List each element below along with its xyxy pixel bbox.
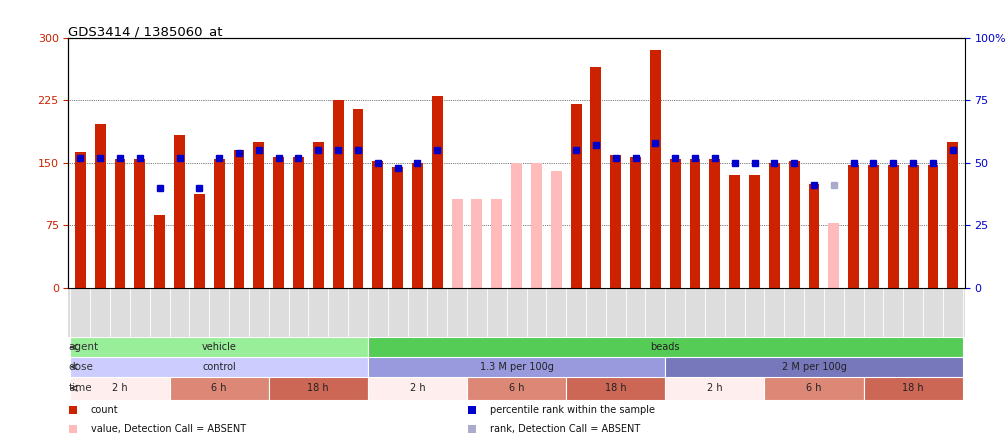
Text: 18 h: 18 h <box>902 383 924 393</box>
Bar <box>749 175 760 288</box>
Bar <box>729 175 740 288</box>
Bar <box>809 184 820 288</box>
Bar <box>769 163 779 288</box>
Bar <box>666 377 764 400</box>
Bar <box>368 337 963 357</box>
Bar <box>566 377 666 400</box>
Bar <box>75 152 86 288</box>
Bar <box>666 357 963 377</box>
Text: beads: beads <box>651 342 680 352</box>
Bar <box>373 161 384 288</box>
Bar <box>888 165 899 288</box>
Text: GDS3414 / 1385060_at: GDS3414 / 1385060_at <box>68 25 223 38</box>
Bar <box>467 377 566 400</box>
Bar <box>571 104 581 288</box>
Text: 2 h: 2 h <box>707 383 723 393</box>
Bar <box>134 159 145 288</box>
Bar <box>332 100 343 288</box>
Bar <box>764 377 864 400</box>
Text: vehicle: vehicle <box>201 342 237 352</box>
Bar <box>551 171 562 288</box>
Text: 6 h: 6 h <box>509 383 525 393</box>
Bar <box>471 199 482 288</box>
Bar <box>169 377 269 400</box>
Bar <box>848 165 859 288</box>
Bar <box>590 67 601 288</box>
Text: 18 h: 18 h <box>605 383 626 393</box>
Bar <box>531 163 542 288</box>
Bar <box>788 161 800 288</box>
Bar <box>174 135 185 288</box>
Text: 1.3 M per 100g: 1.3 M per 100g <box>479 362 554 372</box>
Bar <box>194 194 204 288</box>
Bar <box>273 157 284 288</box>
Bar <box>269 377 368 400</box>
Text: 2 M per 100g: 2 M per 100g <box>781 362 847 372</box>
Bar <box>293 157 304 288</box>
Text: value, Detection Call = ABSENT: value, Detection Call = ABSENT <box>91 424 246 434</box>
Bar <box>868 165 879 288</box>
Text: 2 h: 2 h <box>112 383 128 393</box>
Bar <box>670 159 681 288</box>
Bar <box>392 167 403 288</box>
Bar <box>829 223 839 288</box>
Bar <box>70 377 169 400</box>
Bar <box>368 357 666 377</box>
Bar <box>313 142 324 288</box>
Bar <box>610 155 621 288</box>
Bar <box>368 377 467 400</box>
Bar <box>70 337 368 357</box>
Bar <box>927 165 939 288</box>
Bar <box>254 142 264 288</box>
Bar <box>154 214 165 288</box>
Bar <box>948 142 959 288</box>
Bar <box>491 199 502 288</box>
Bar <box>630 157 641 288</box>
Text: control: control <box>202 362 236 372</box>
Bar <box>412 163 423 288</box>
Bar <box>452 199 462 288</box>
Bar <box>864 377 963 400</box>
Text: dose: dose <box>68 362 94 372</box>
Text: 2 h: 2 h <box>410 383 425 393</box>
Bar <box>213 159 225 288</box>
Bar <box>115 159 126 288</box>
Bar <box>432 96 443 288</box>
Text: time: time <box>68 383 92 393</box>
Text: 6 h: 6 h <box>211 383 227 393</box>
Text: count: count <box>91 405 119 415</box>
Bar <box>650 50 661 288</box>
Bar <box>352 109 364 288</box>
Bar <box>70 357 368 377</box>
Text: 6 h: 6 h <box>807 383 822 393</box>
Text: agent: agent <box>68 342 99 352</box>
Bar <box>907 165 918 288</box>
Text: percentile rank within the sample: percentile rank within the sample <box>489 405 655 415</box>
Text: rank, Detection Call = ABSENT: rank, Detection Call = ABSENT <box>489 424 640 434</box>
Bar <box>512 163 522 288</box>
Bar <box>234 151 245 288</box>
Bar <box>709 159 720 288</box>
Bar <box>690 159 701 288</box>
Bar <box>95 124 106 288</box>
Text: 18 h: 18 h <box>307 383 329 393</box>
